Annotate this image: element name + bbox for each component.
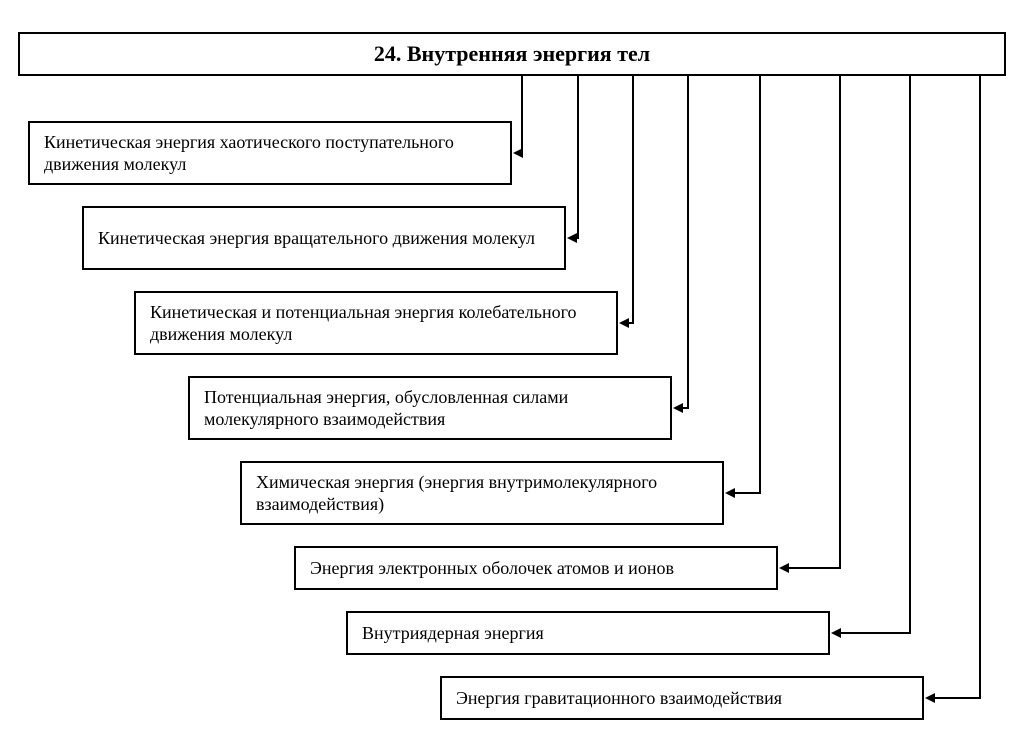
arrow-2 [572, 76, 578, 238]
item-box-3: Кинетическая и потенциальная энергия кол… [134, 291, 618, 355]
arrow-6 [784, 76, 840, 568]
item-box-8: Энергия гравитационного взаимодействия [440, 676, 924, 720]
item-label: Химическая энергия (энергия внутримолеку… [256, 471, 708, 516]
arrow-7 [836, 76, 910, 633]
item-label: Энергия гравитационного взаимодействия [456, 687, 782, 710]
item-label: Потенциальная энергия, обусловленная сил… [204, 386, 656, 431]
diagram-canvas: 24. Внутренняя энергия тел Кинетическая … [0, 0, 1024, 752]
item-label: Энергия электронных оболочек атомов и ио… [310, 557, 674, 580]
title-box: 24. Внутренняя энергия тел [18, 32, 1006, 76]
item-box-4: Потенциальная энергия, обусловленная сил… [188, 376, 672, 440]
item-box-1: Кинетическая энергия хаотического поступ… [28, 121, 512, 185]
arrow-8 [930, 76, 980, 698]
arrow-1 [518, 76, 522, 153]
arrow-5 [730, 76, 760, 493]
arrow-3 [624, 76, 633, 323]
arrow-4 [678, 76, 688, 408]
item-label: Кинетическая энергия вращательного движе… [98, 227, 535, 250]
title-text: 24. Внутренняя энергия тел [374, 41, 650, 67]
item-box-6: Энергия электронных оболочек атомов и ио… [294, 546, 778, 590]
item-label: Кинетическая энергия хаотического поступ… [44, 131, 496, 176]
item-box-5: Химическая энергия (энергия внутримолеку… [240, 461, 724, 525]
item-label: Кинетическая и потенциальная энергия кол… [150, 301, 602, 346]
item-label: Внутриядерная энергия [362, 622, 544, 645]
item-box-7: Внутриядерная энергия [346, 611, 830, 655]
item-box-2: Кинетическая энергия вращательного движе… [82, 206, 566, 270]
